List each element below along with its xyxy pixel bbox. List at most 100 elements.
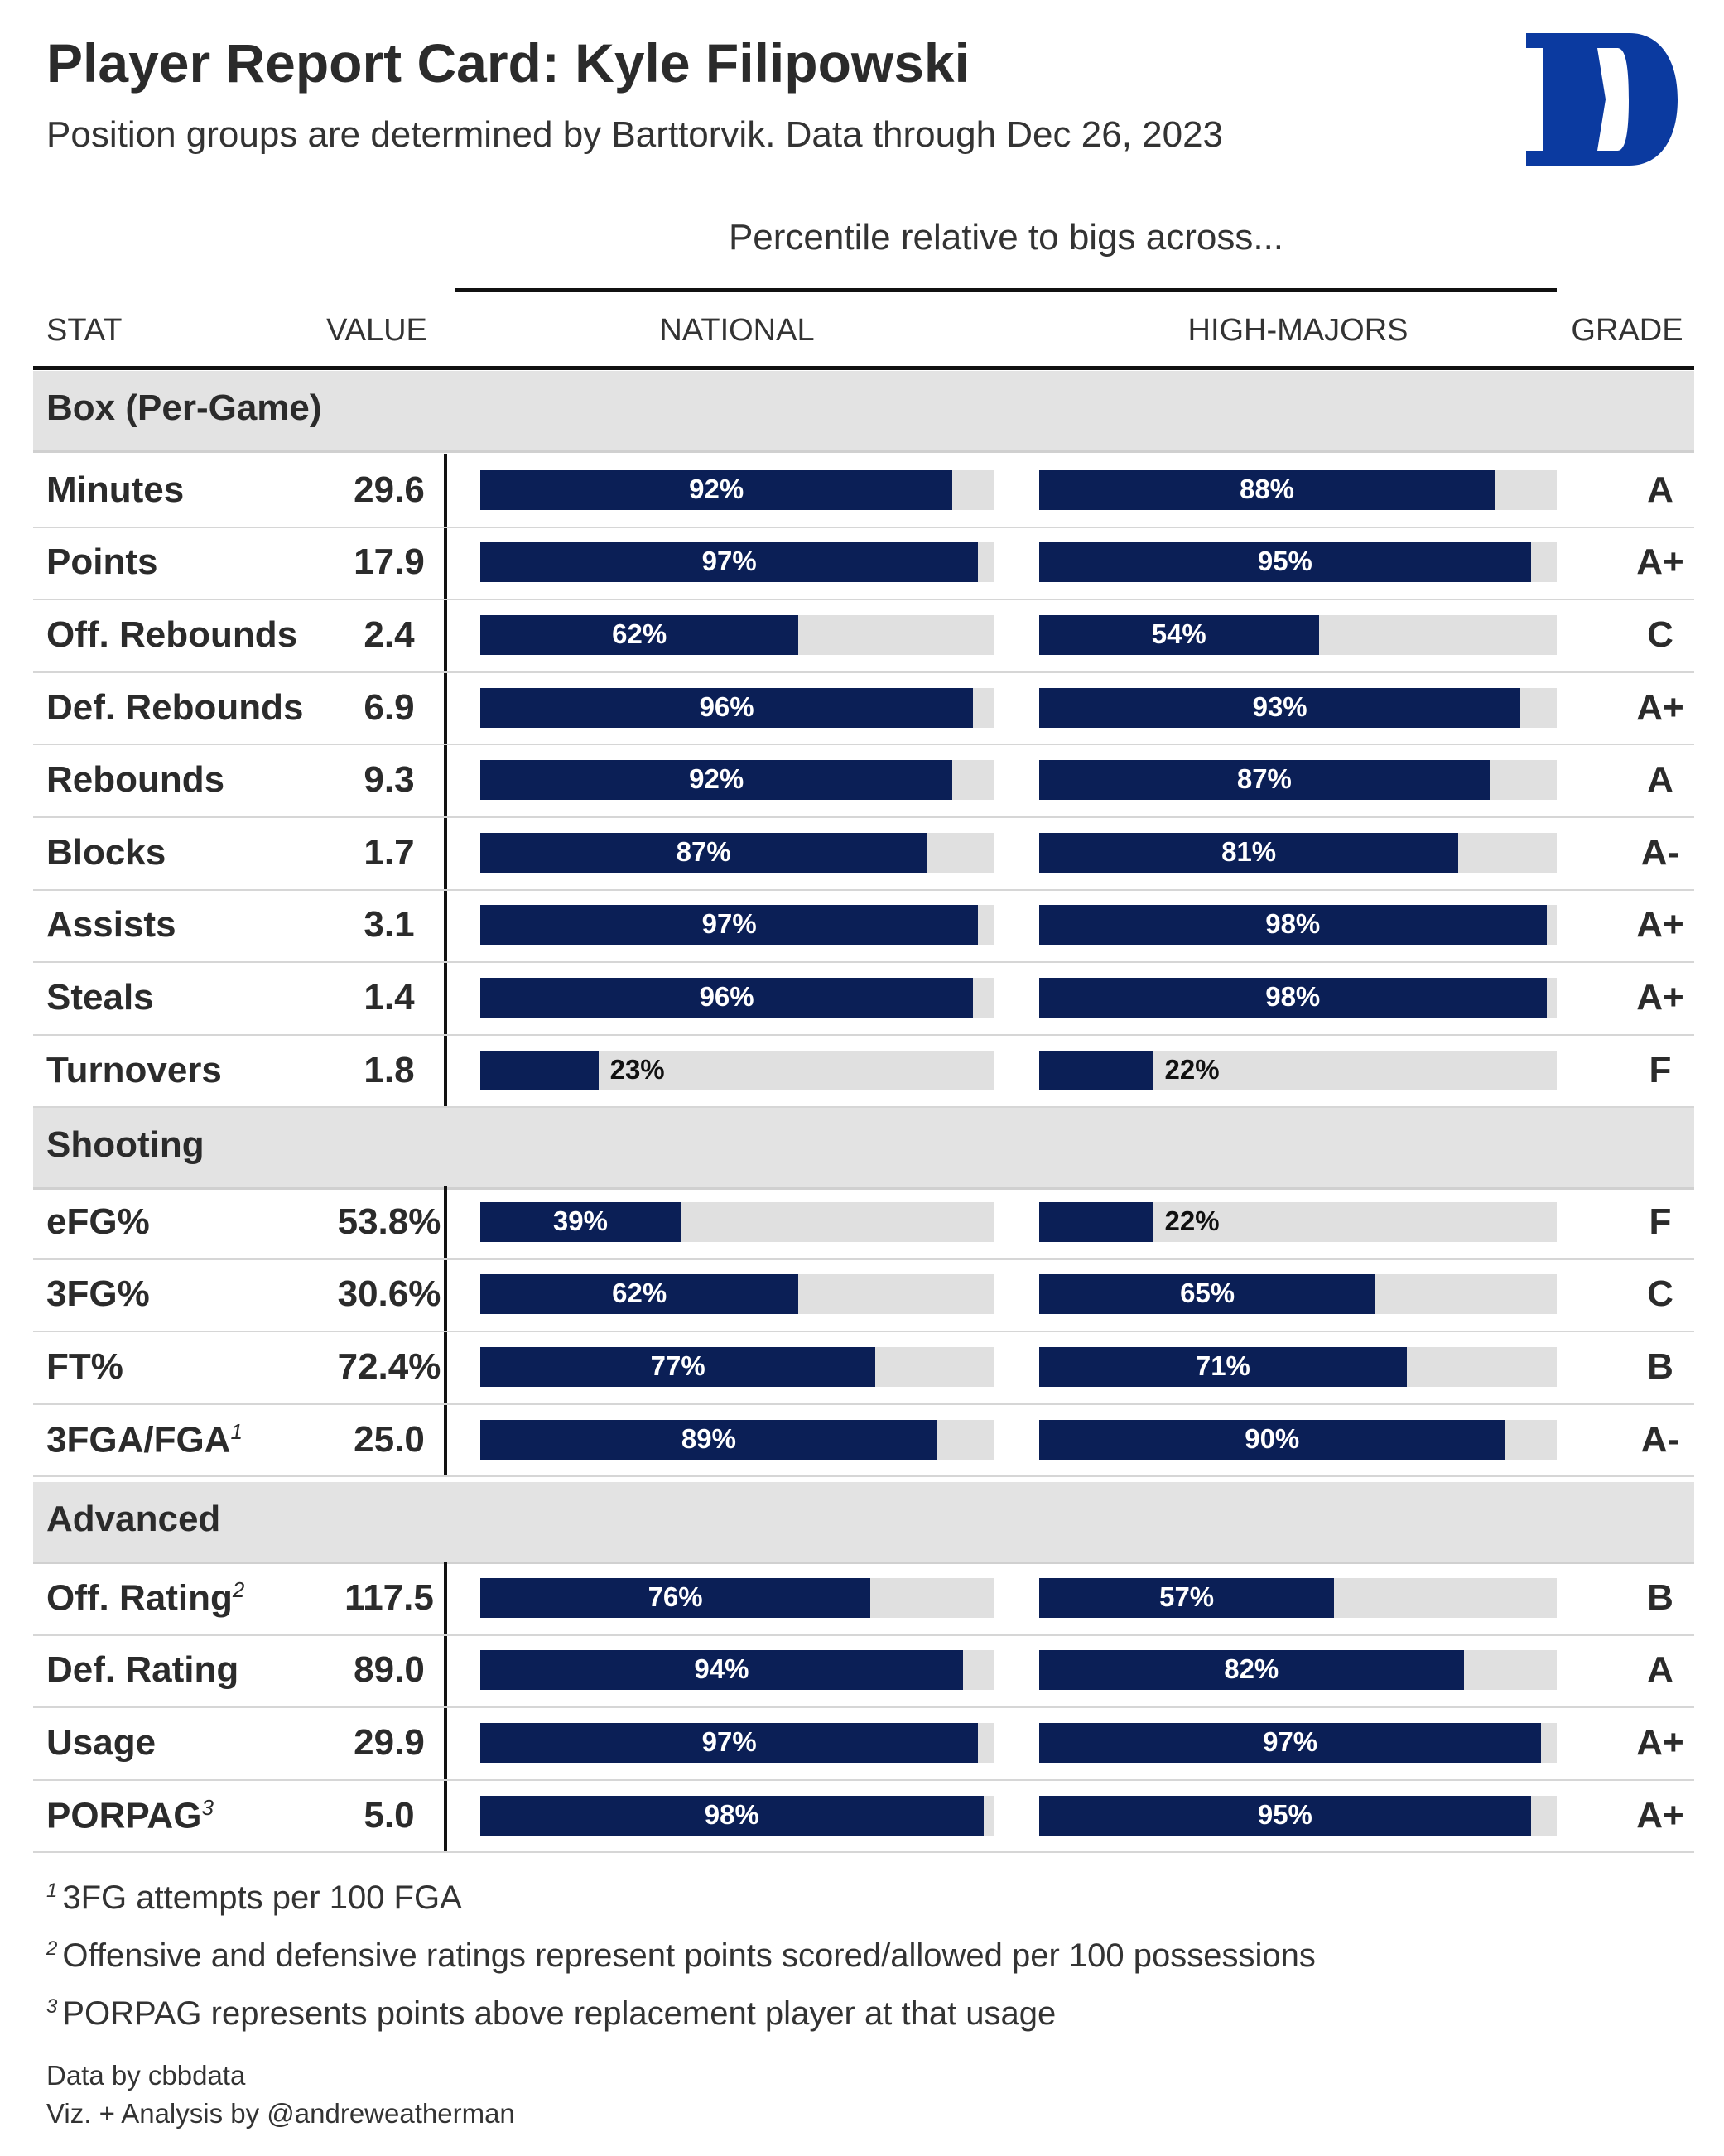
stat-name: Turnovers <box>46 1050 222 1091</box>
footnote-marker: 1 <box>230 1418 243 1444</box>
national-bar <box>480 687 974 728</box>
stat-label: 3FG% <box>46 1273 150 1315</box>
national-bar <box>480 1274 799 1315</box>
stat-value: 1.7 <box>364 831 415 873</box>
column-divider <box>444 1562 447 1852</box>
national-pct-label: 76% <box>648 1581 703 1612</box>
stat-value: 1.4 <box>364 976 415 1018</box>
page-title: Player Report Card: Kyle Filipowski <box>46 32 970 94</box>
national-pct-label: 39% <box>552 1205 608 1236</box>
spanner-rule <box>455 288 1557 292</box>
table-row: Off. Rating2 117.5 76% 57% B <box>33 1562 1694 1636</box>
footnote-text: 3FG attempts per 100 FGA <box>62 1879 462 1917</box>
col-grade: GRADE <box>1571 313 1683 348</box>
table-row: Steals 1.4 96% 98% A+ <box>33 961 1694 1036</box>
high-majors-pct-label: 57% <box>1159 1581 1215 1612</box>
national-bar <box>480 614 799 655</box>
high-majors-pct-label: 81% <box>1221 835 1277 867</box>
high-majors-bar <box>1039 1050 1153 1090</box>
national-bar-track: 23% <box>480 1050 994 1090</box>
national-bar <box>480 977 974 1018</box>
table-row: 3FGA/FGA1 25.0 89% 90% A- <box>33 1403 1694 1478</box>
national-pct-label: 97% <box>701 908 757 940</box>
high-majors-bar-track: 57% <box>1039 1577 1557 1618</box>
high-majors-bar <box>1039 542 1531 583</box>
stat-value: 89.0 <box>354 1649 425 1691</box>
national-bar <box>480 542 979 583</box>
col-high-majors: HIGH-MAJORS <box>1187 313 1409 348</box>
group-label: Shooting <box>46 1124 205 1165</box>
high-majors-bar-track: 71% <box>1039 1346 1557 1387</box>
national-pct-label: 23% <box>609 1053 665 1085</box>
footnote: 3 PORPAG represents points above replacem… <box>46 1995 1056 2033</box>
grade: A+ <box>1636 976 1684 1018</box>
national-pct-label: 77% <box>650 1350 705 1381</box>
table-row: Points 17.9 97% 95% A+ <box>33 527 1694 601</box>
stat-label: Usage <box>46 1721 157 1763</box>
high-majors-bar <box>1039 760 1490 801</box>
high-majors-bar <box>1039 687 1521 728</box>
national-bar <box>480 1201 681 1242</box>
column-divider <box>444 1186 447 1476</box>
table-row: 3FG% 30.6% 62% 65% C <box>33 1258 1694 1333</box>
table-row: Rebounds 9.3 92% 87% A <box>33 744 1694 818</box>
high-majors-bar <box>1039 977 1547 1018</box>
stat-value: 5.0 <box>364 1794 415 1836</box>
high-majors-bar <box>1039 1419 1505 1460</box>
group-header: Box (Per-Game) <box>33 371 1694 453</box>
table-row: FT% 72.4% 77% 71% B <box>33 1331 1694 1405</box>
stat-value: 72.4% <box>337 1345 441 1387</box>
stat-name: Rebounds <box>46 759 224 801</box>
stat-value: 6.9 <box>364 686 415 728</box>
national-bar-track: 87% <box>480 832 994 873</box>
national-pct-label: 94% <box>694 1653 749 1685</box>
footnote: 2 Offensive and defensive ratings represe… <box>46 1937 1316 1975</box>
footnote: 1 3FG attempts per 100 FGA <box>46 1879 462 1917</box>
col-national: NATIONAL <box>659 313 815 348</box>
national-bar <box>480 1050 599 1090</box>
high-majors-bar <box>1039 469 1495 510</box>
footnote-text: PORPAG represents points above replaceme… <box>62 1995 1057 2033</box>
footnote-marker: 3 <box>201 1794 214 1820</box>
stat-name: Points <box>46 541 157 583</box>
grade: A- <box>1640 831 1680 873</box>
stat-name: Off. Rating2 <box>46 1577 244 1619</box>
grade: A+ <box>1636 1721 1684 1763</box>
stat-value: 29.9 <box>354 1721 425 1763</box>
national-bar-track: 62% <box>480 614 994 655</box>
grade: A <box>1647 759 1673 801</box>
table-row: Off. Rebounds 2.4 62% 54% C <box>33 599 1694 673</box>
table-row: Turnovers 1.8 23% 22% F <box>33 1034 1694 1109</box>
grade: A+ <box>1636 1794 1684 1836</box>
stat-value: 53.8% <box>337 1201 441 1242</box>
national-pct-label: 98% <box>704 1798 759 1830</box>
stat-name: Assists <box>46 904 176 946</box>
col-stat: STAT <box>46 313 123 348</box>
high-majors-bar-track: 95% <box>1039 1795 1557 1836</box>
national-bar <box>480 1795 984 1836</box>
grade: F <box>1649 1201 1672 1242</box>
national-bar-track: 89% <box>480 1419 994 1460</box>
stat-value: 17.9 <box>354 541 425 583</box>
stat-label: Rebounds <box>46 759 225 801</box>
stat-label: Minutes <box>46 469 185 510</box>
spanner-label: Percentile relative to bigs across... <box>728 217 1284 257</box>
high-majors-bar <box>1039 1346 1407 1387</box>
national-bar <box>480 1650 963 1691</box>
stat-value: 9.3 <box>364 759 415 801</box>
national-pct-label: 87% <box>676 835 731 867</box>
stat-value: 3.1 <box>364 904 415 946</box>
stat-value: 1.8 <box>364 1049 415 1090</box>
national-pct-label: 92% <box>689 763 744 795</box>
col-value: VALUE <box>326 313 427 348</box>
high-majors-bar-track: 97% <box>1039 1722 1557 1763</box>
stat-label: Points <box>46 541 158 583</box>
national-bar <box>480 1346 876 1387</box>
high-majors-bar-track: 93% <box>1039 687 1557 728</box>
high-majors-bar-track: 98% <box>1039 905 1557 946</box>
high-majors-bar <box>1039 614 1319 655</box>
national-pct-label: 96% <box>699 691 754 722</box>
national-bar-track: 62% <box>480 1274 994 1315</box>
column-divider <box>444 454 447 1107</box>
stat-name: Usage <box>46 1722 156 1764</box>
